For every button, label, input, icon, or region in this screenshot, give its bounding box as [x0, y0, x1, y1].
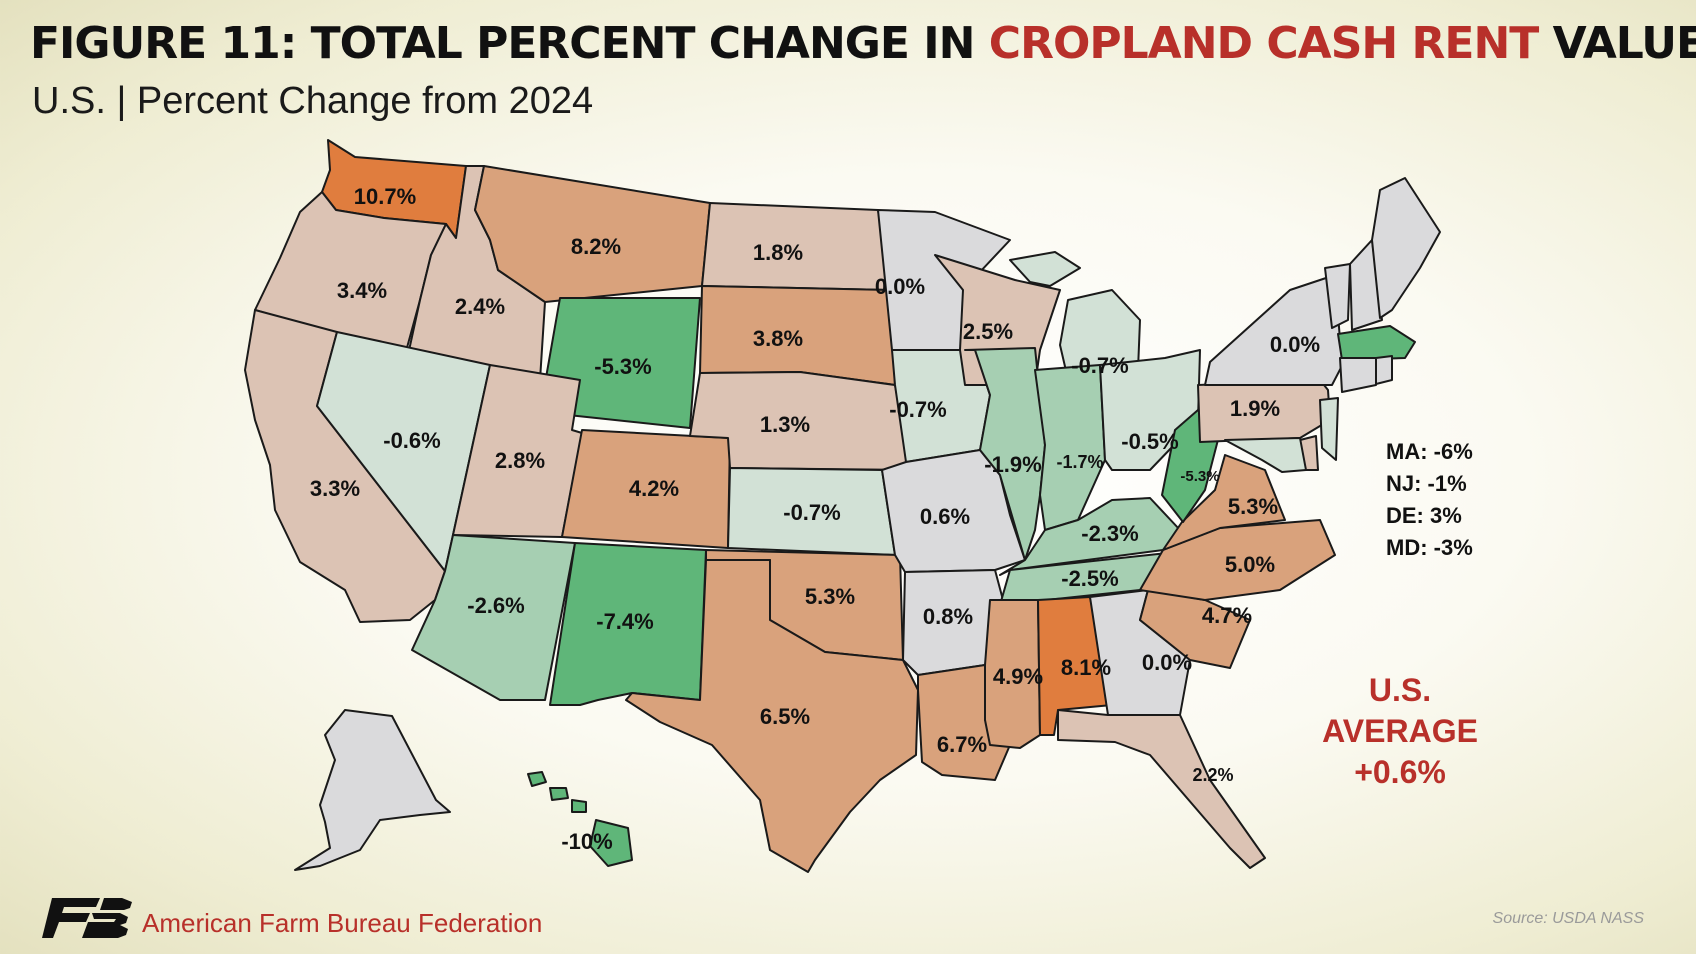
state-label-la: 6.7%	[937, 732, 987, 757]
state-label-nd: 1.8%	[753, 240, 803, 265]
state-label-mn: 0.0%	[875, 274, 925, 299]
title-highlight: CROPLAND CASH RENT	[988, 18, 1540, 69]
state-label-az: -2.6%	[467, 593, 524, 618]
state-ma	[1337, 325, 1416, 361]
state-label-in: -1.7%	[1056, 452, 1103, 472]
title-prefix: FIGURE 11: TOTAL PERCENT CHANGE IN	[30, 18, 989, 69]
state-label-sd: 3.8%	[753, 326, 803, 351]
state-label-tx: 6.5%	[760, 704, 810, 729]
note-md: MD: -3%	[1386, 535, 1473, 560]
state-label-pa: 1.9%	[1230, 396, 1280, 421]
small-state-notes: MA: -6% NJ: -1% DE: 3% MD: -3%	[1386, 436, 1473, 564]
state-label-wi: 2.5%	[963, 319, 1013, 344]
state-va	[1162, 454, 1286, 551]
state-label-ut: 2.8%	[495, 448, 545, 473]
state-label-va: 5.3%	[1228, 494, 1278, 519]
state-label-mo: 0.6%	[920, 504, 970, 529]
page-title: FIGURE 11: TOTAL PERCENT CHANGE IN CROPL…	[30, 18, 1696, 69]
state-label-tn: -2.5%	[1061, 566, 1118, 591]
state-label-wy: -5.3%	[594, 354, 651, 379]
note-nj: NJ: -1%	[1386, 471, 1467, 496]
state-label-hi: -10%	[561, 829, 612, 854]
state-label-ny: 0.0%	[1270, 332, 1320, 357]
state-label-wv: -5.3%	[1180, 468, 1219, 485]
state-nj	[1319, 397, 1339, 461]
state-mi-part-1	[1009, 251, 1081, 287]
state-tx	[625, 559, 919, 873]
state-label-ks: -0.7%	[783, 500, 840, 525]
state-label-ca: 3.3%	[310, 476, 360, 501]
state-label-nm: -7.4%	[596, 609, 653, 634]
state-label-ia: -0.7%	[889, 397, 946, 422]
state-label-ar: 0.8%	[923, 604, 973, 629]
organization-name: American Farm Bureau Federation	[142, 908, 543, 938]
note-de: DE: 3%	[1386, 503, 1462, 528]
state-me	[1371, 177, 1441, 319]
state-ny	[1204, 274, 1346, 386]
state-label-wa: 10.7%	[354, 184, 416, 209]
source-note: Source: USDA NASS	[1492, 910, 1644, 927]
state-hi-part-3	[571, 799, 587, 813]
state-hi-part-2	[549, 787, 569, 801]
state-label-ne: 1.3%	[760, 412, 810, 437]
state-ak	[294, 709, 451, 871]
page-subtitle: U.S. | Percent Change from 2024	[32, 80, 594, 122]
state-label-il: -1.9%	[984, 452, 1041, 477]
labels-layer: 10.7% 3.4% 3.3% 2.4% -0.6% 8.2% -5.3% 2.8% -2.6%…	[310, 184, 1320, 854]
state-ri	[1375, 355, 1393, 385]
state-label-nc: 5.0%	[1225, 552, 1275, 577]
state-in	[1034, 364, 1106, 531]
state-label-nv: -0.6%	[383, 428, 440, 453]
state-md	[1224, 437, 1307, 473]
state-label-or: 3.4%	[337, 278, 387, 303]
state-hi-part-1	[527, 771, 547, 787]
us-average: U.S. AVERAGE +0.6%	[1290, 670, 1510, 793]
state-label-ms: 4.9%	[993, 664, 1043, 689]
state-label-ky: -2.3%	[1081, 521, 1138, 546]
state-ky	[999, 497, 1181, 576]
us-average-line2: AVERAGE	[1322, 713, 1478, 749]
state-hi	[589, 819, 633, 867]
state-label-al: 8.1%	[1061, 655, 1111, 680]
state-ct	[1339, 357, 1377, 393]
state-label-ga: 0.0%	[1142, 650, 1192, 675]
state-label-oh: -0.5%	[1121, 429, 1178, 454]
state-label-sc: 4.7%	[1202, 603, 1252, 628]
fb-logo-icon	[42, 898, 132, 938]
note-ma: MA: -6%	[1386, 439, 1473, 464]
state-label-fl: 2.2%	[1192, 765, 1233, 785]
us-average-value: +0.6%	[1354, 754, 1446, 790]
state-label-co: 4.2%	[629, 476, 679, 501]
state-label-ok: 5.3%	[805, 584, 855, 609]
state-label-mi: -0.7%	[1071, 353, 1128, 378]
state-label-mt: 8.2%	[571, 234, 621, 259]
state-fl	[1057, 709, 1266, 869]
us-average-line1: U.S.	[1368, 672, 1432, 708]
state-vt	[1324, 263, 1351, 329]
states-layer	[244, 139, 1441, 873]
state-label-id: 2.4%	[455, 294, 505, 319]
title-suffix: VALUE	[1538, 18, 1696, 69]
